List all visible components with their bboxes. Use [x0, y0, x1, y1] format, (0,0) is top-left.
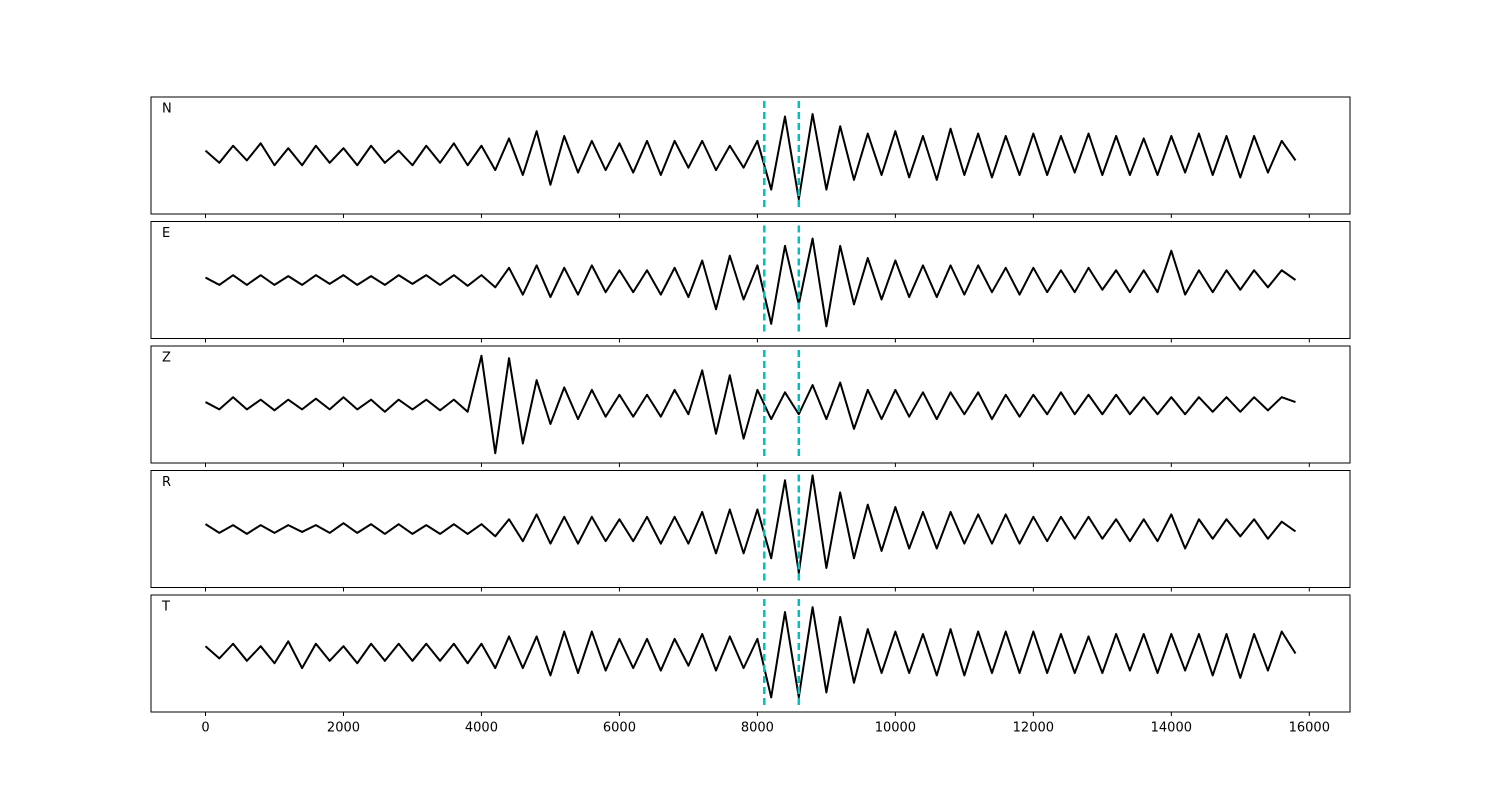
x-tick-label: 4000	[465, 721, 498, 736]
trace	[205, 237, 1297, 328]
panel-label: E	[162, 226, 170, 241]
x-tick-label: 2000	[327, 721, 360, 736]
x-tick-label: 16000	[1289, 721, 1330, 736]
x-tick-label: 14000	[1151, 721, 1192, 736]
x-tick-label: 8000	[741, 721, 774, 736]
panel-frame	[150, 345, 1351, 464]
panel-label: R	[162, 475, 171, 490]
panel-label: T	[161, 600, 170, 615]
trace	[204, 474, 1297, 574]
panel-label: N	[162, 102, 172, 117]
x-tick-label: 10000	[875, 721, 916, 736]
x-tick-label: 12000	[1013, 721, 1054, 736]
trace	[204, 113, 1297, 201]
trace	[204, 606, 1297, 699]
x-tick-label: 6000	[603, 721, 636, 736]
trace	[205, 354, 1296, 455]
panel-label: Z	[162, 351, 171, 366]
x-tick-label: 0	[201, 721, 209, 736]
